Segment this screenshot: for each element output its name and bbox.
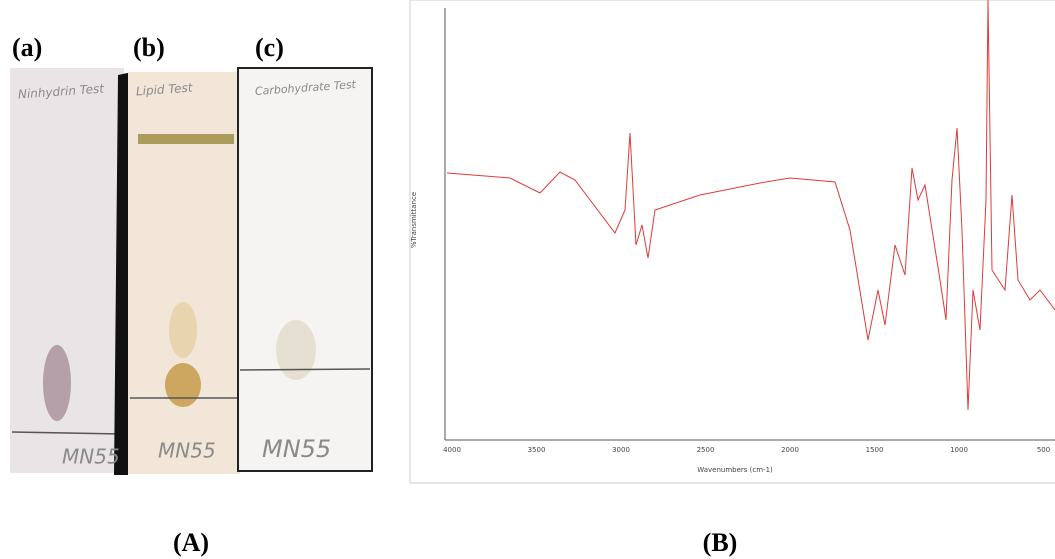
panel-label: (B) (703, 528, 738, 557)
x-tick-label: 4000 (443, 446, 461, 454)
x-tick-label: 500 (1037, 446, 1050, 454)
spot (276, 320, 316, 380)
sample-name: MN55 (62, 445, 120, 469)
x-tick-label: 1000 (950, 446, 968, 454)
test-name: Ninhydrin Test (17, 81, 105, 101)
x-ticks: 4000 3500 3000 2500 2000 1500 1000 500 (443, 446, 1050, 454)
x-tick-label: 1500 (866, 446, 884, 454)
x-tick-label: 2500 (697, 446, 715, 454)
baseline (11, 431, 123, 435)
plate-label: (a) (12, 33, 42, 62)
sample-name: MN55 (158, 439, 216, 463)
x-tick-label: 3000 (612, 446, 630, 454)
panel-b: %Transmittance Wavenumbers (cm-1) 4000 35… (409, 0, 1055, 557)
plate-edge (114, 72, 132, 475)
x-axis-label: Wavenumbers (cm-1) (697, 466, 773, 474)
spot (43, 345, 71, 421)
x-tick-label: 3500 (528, 446, 546, 454)
plate-label: (c) (255, 33, 284, 62)
spot (169, 302, 197, 358)
x-tick-label: 2000 (781, 446, 799, 454)
baseline (239, 368, 371, 371)
panel-a: (a) (b) (c) Ninhydrin Test Lipid Test Ca… (10, 33, 373, 557)
sample-name: MN55 (262, 435, 331, 463)
plate-label: (b) (133, 33, 165, 62)
panel-label: (A) (173, 528, 209, 557)
y-axis-label: %Transmittance (410, 192, 418, 248)
plate-a (10, 68, 124, 473)
plate-b (128, 72, 240, 474)
spectrum-line (446, 0, 1055, 411)
plate-c (237, 67, 373, 472)
spectrum-frame (409, 0, 1055, 484)
solvent-front (138, 134, 234, 144)
test-name: Lipid Test (135, 80, 194, 98)
spot (165, 363, 201, 407)
